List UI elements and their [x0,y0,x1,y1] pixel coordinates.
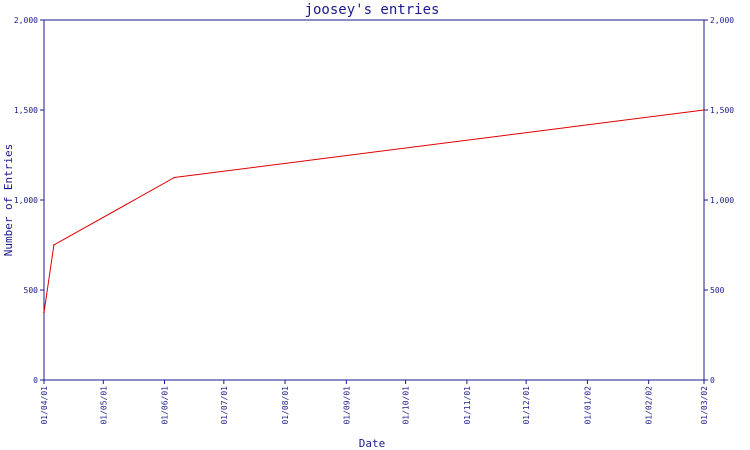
x-tick-label: 01/02/02 [645,386,654,425]
y-tick-label-right: 0 [710,376,715,385]
x-axis-label: Date [359,437,386,450]
x-tick-label: 01/07/01 [220,386,229,425]
x-tick-label: 01/11/01 [463,386,472,425]
data-point [173,176,176,179]
data-point [703,109,705,111]
x-tick-label: 01/05/01 [99,386,108,425]
x-tick-label: 01/08/01 [281,386,290,425]
y-tick-label-left: 1,500 [14,106,38,115]
x-tick-label: 01/06/01 [161,386,170,425]
x-tick-label: 01/12/01 [522,386,531,425]
series-line [43,109,705,313]
x-tick-label: 01/10/01 [402,386,411,425]
x-tick-label: 01/09/01 [342,386,351,425]
x-tick-label: 01/03/02 [700,386,709,425]
y-tick-label-right: 2,000 [710,16,734,25]
y-tick-label-left: 500 [24,286,39,295]
x-tick-label: 01/01/02 [583,386,592,425]
plot-area-frame [43,19,705,381]
series-group [43,109,705,314]
y-tick-label-left: 2,000 [14,16,38,25]
tick-group: 0 0 500 500 1,000 1,000 1,500 1,500 2,000 2,000 01… [14,16,734,425]
y-tick-label-left: 0 [33,376,38,385]
y-tick-label-right: 1,500 [710,106,734,115]
y-tick-label-right: 500 [710,286,725,295]
y-axis-label: Number of Entries [2,144,15,257]
y-tick-label-right: 1,000 [710,196,734,205]
x-tick-label: 01/04/01 [40,386,49,425]
y-tick-label-left: 1,000 [14,196,38,205]
data-point [43,311,45,314]
chart-title: joosey's entries [305,2,440,18]
data-point [53,244,55,246]
